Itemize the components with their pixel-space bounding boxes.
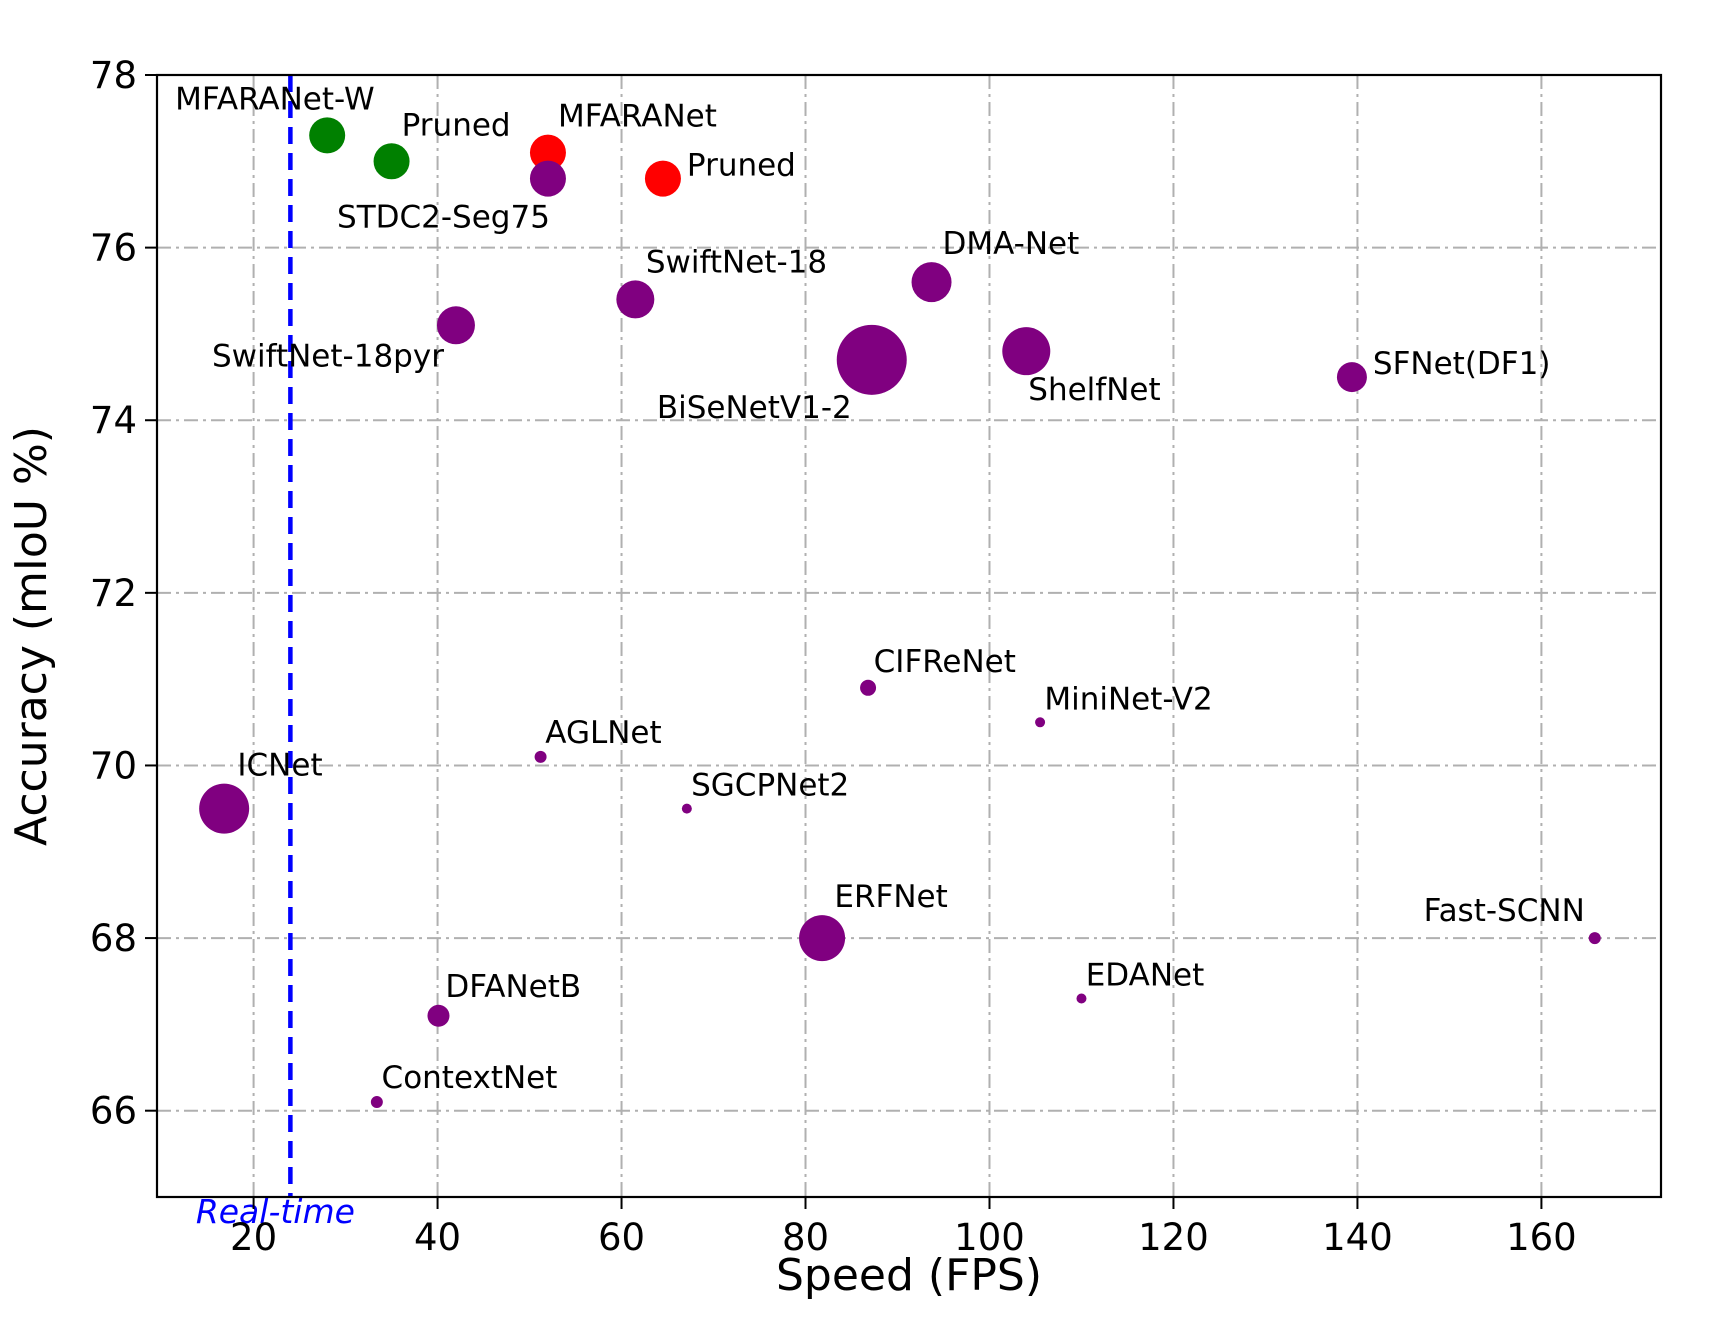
label-swiftnet-18: SwiftNet-18 — [646, 244, 827, 280]
x-axis-title: Speed (FPS) — [776, 1250, 1042, 1301]
label-sfnet-df1: SFNet(DF1) — [1373, 346, 1551, 382]
point-dfanetb — [427, 1004, 450, 1027]
point-bisenetv1-2 — [836, 324, 907, 395]
label-dma-net: DMA-Net — [943, 226, 1080, 262]
data-points — [199, 117, 1601, 1109]
label-mfaranet-w-pruned: Pruned — [402, 107, 511, 143]
point-fast-scnn — [1588, 932, 1601, 945]
label-erfnet: ERFNet — [834, 879, 947, 915]
y-tick-label-68: 68 — [90, 917, 137, 960]
point-icnet — [199, 783, 250, 834]
point-swiftnet-18pyr — [436, 306, 475, 345]
x-tick-label-60: 60 — [598, 1216, 645, 1259]
label-sgcpnet2: SGCPNet2 — [691, 768, 849, 804]
label-shelfnet: ShelfNet — [1028, 372, 1160, 408]
y-tick-label-70: 70 — [90, 744, 137, 787]
label-icnet: ICNet — [237, 748, 322, 784]
point-aglnet — [534, 750, 547, 763]
label-stdc2-seg75: STDC2-Seg75 — [337, 200, 550, 236]
grid — [157, 74, 1661, 1197]
x-tick-label-40: 40 — [414, 1216, 461, 1259]
point-mfaranet-w-pruned — [373, 143, 410, 180]
point-cifrenet — [860, 679, 877, 696]
point-contextnet — [370, 1096, 383, 1109]
point-swiftnet-18 — [616, 280, 655, 319]
point-mfaranet-pruned — [644, 160, 681, 197]
x-tick-label-100: 100 — [954, 1216, 1025, 1259]
x-tick-label-160: 160 — [1506, 1216, 1577, 1259]
label-mfaranet: MFARANet — [558, 99, 717, 135]
point-edanet — [1076, 993, 1087, 1004]
point-sfnet-df1 — [1336, 362, 1367, 393]
label-mininet-v2: MiniNet-V2 — [1044, 681, 1212, 717]
realtime-reference: Real-time — [196, 75, 355, 1231]
axis-ticks: 20 40 60 80 100 120 140 160 66 68 70 72 74 76 78 — [90, 54, 1577, 1259]
label-bisenetv1-2: BiSeNetV1-2 — [657, 390, 852, 426]
label-swiftnet-18pyr: SwiftNet-18pyr — [212, 338, 444, 374]
label-edanet: EDANet — [1086, 957, 1205, 993]
point-mfaranet — [529, 134, 566, 171]
x-tick-label-120: 120 — [1138, 1216, 1209, 1259]
x-tick-label-140: 140 — [1322, 1216, 1393, 1259]
point-labels: MFARANet-W Pruned MFARANet Pruned STDC2-Seg7… — [175, 81, 1585, 1096]
point-shelfnet — [1002, 327, 1051, 376]
label-contextnet: ContextNet — [382, 1060, 558, 1096]
point-erfnet — [799, 915, 846, 962]
label-mfaranet-w: MFARANet-W — [175, 81, 374, 117]
y-tick-label-72: 72 — [90, 572, 137, 615]
x-tick-label-20: 20 — [230, 1216, 277, 1259]
point-mininet-v2 — [1035, 717, 1046, 728]
label-cifrenet: CIFReNet — [874, 644, 1016, 680]
point-stdc2-seg75 — [529, 160, 566, 197]
axes-frame — [155, 73, 1663, 1199]
y-tick-label-74: 74 — [90, 399, 137, 442]
point-dma-net — [911, 262, 952, 303]
y-tick-label-78: 78 — [90, 54, 137, 97]
x-tick-label-80: 80 — [782, 1216, 829, 1259]
label-dfanetb: DFANetB — [445, 969, 581, 1005]
y-tick-label-66: 66 — [90, 1090, 137, 1133]
y-tick-label-76: 76 — [90, 227, 137, 270]
label-fast-scnn: Fast-SCNN — [1424, 893, 1585, 929]
y-axis-title: Accuracy (mIoU %) — [6, 426, 57, 846]
point-sgcpnet2 — [681, 803, 692, 814]
realtime-label: Real-time — [196, 1192, 355, 1231]
label-aglnet: AGLNet — [545, 715, 661, 751]
point-mfaranet-w — [309, 117, 346, 154]
label-mfaranet-pruned: Pruned — [687, 148, 796, 184]
